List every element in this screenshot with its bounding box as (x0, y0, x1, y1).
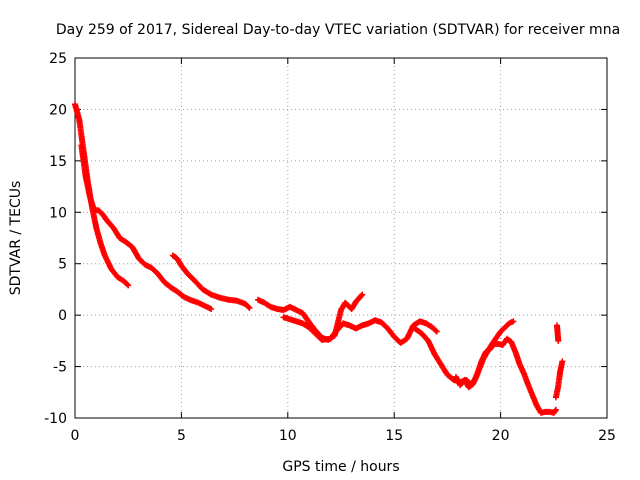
data-point (432, 327, 439, 334)
grid (75, 58, 607, 418)
y-tick-label: 25 (49, 51, 67, 67)
x-axis-label: GPS time / hours (282, 459, 399, 475)
x-tick-label: 10 (279, 428, 297, 444)
data-point (124, 281, 131, 288)
x-tick-label: 20 (492, 428, 510, 444)
y-tick-label: -10 (44, 411, 67, 427)
series-arc-1 (72, 101, 132, 289)
data-point (245, 303, 252, 310)
chart-title: Day 259 of 2017, Sidereal Day-to-day VTE… (56, 22, 620, 38)
series-arc-9 (553, 322, 562, 344)
data-points (72, 101, 566, 416)
plot-frame (74, 57, 608, 419)
series-arc-7 (452, 335, 559, 416)
data-point (559, 358, 566, 365)
x-tick-label: 25 (598, 428, 616, 444)
data-point (125, 282, 132, 289)
data-point (433, 328, 440, 335)
y-axis-label: SDTVAR / TECUs (8, 181, 24, 296)
y-tick-label: 0 (58, 308, 67, 324)
data-point (552, 406, 559, 413)
y-tick-label: 20 (49, 102, 67, 118)
data-point (510, 318, 517, 325)
x-tick-label: 0 (71, 428, 80, 444)
data-point (555, 337, 562, 344)
y-tick-label: 5 (58, 257, 67, 273)
y-tick-label: 10 (49, 205, 67, 221)
data-point (358, 292, 365, 299)
x-tick-label: 5 (177, 428, 186, 444)
axis-ticks: 0 5 10 15 20 25 -10 -5 0 5 10 15 20 25 (44, 51, 616, 444)
series-arc-2 (78, 142, 215, 312)
data-point (359, 291, 366, 298)
y-tick-label: 15 (49, 154, 67, 170)
series-arc-8 (552, 358, 566, 401)
series-arc-4 (255, 291, 366, 343)
series-arc-6 (410, 318, 517, 389)
series-arc-3 (169, 252, 253, 311)
data-point (246, 304, 253, 311)
y-tick-label: -5 (53, 360, 67, 376)
x-tick-label: 15 (385, 428, 403, 444)
data-point (208, 305, 215, 312)
